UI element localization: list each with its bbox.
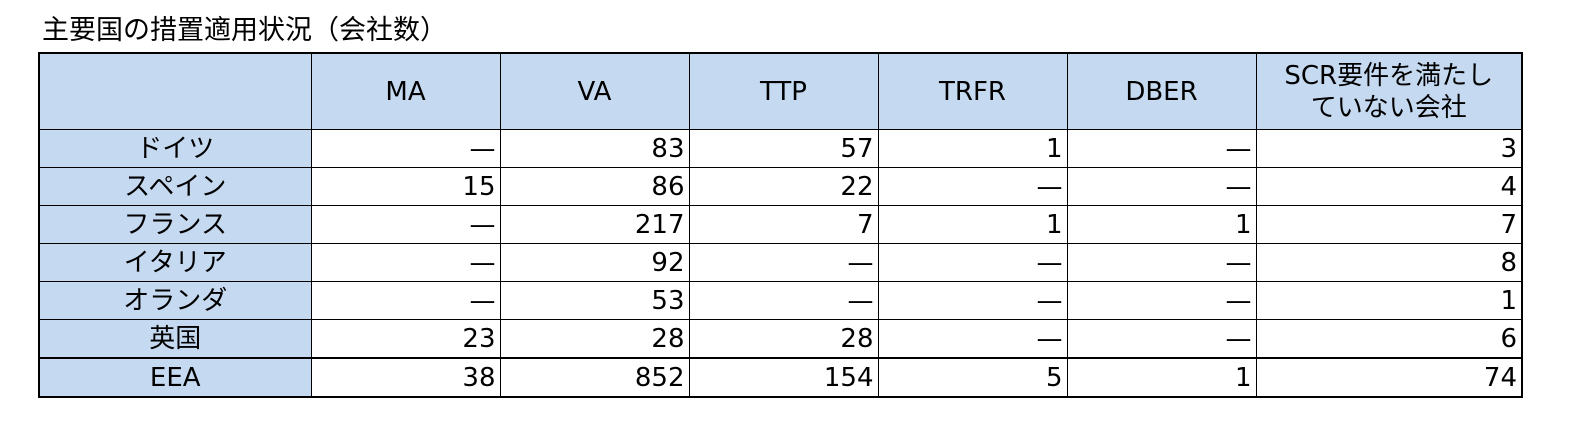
table-cell: —: [310, 205, 501, 244]
column-header: TRFR: [877, 52, 1068, 130]
table-cell: —: [1066, 319, 1257, 359]
table-cell: —: [1066, 281, 1257, 320]
table-cell: 86: [499, 167, 690, 206]
table-row: ドイツ —83 57 1—3: [38, 129, 1523, 168]
table-cell: 154: [688, 357, 879, 398]
row-header: フランス: [38, 205, 312, 244]
table-cell: —: [310, 129, 501, 168]
table-cell: 3: [1255, 129, 1523, 168]
table-cell: 5: [877, 357, 1068, 398]
row-header: EEA: [38, 357, 312, 398]
column-header: SCR要件を満たしていない会社: [1255, 52, 1523, 130]
table-cell: 28: [688, 319, 879, 359]
table-cell: —: [877, 281, 1068, 320]
table-cell: 74: [1255, 357, 1523, 398]
column-header: TTP: [688, 52, 879, 130]
table-cell: 852: [499, 357, 690, 398]
table-cell: 38: [310, 357, 501, 398]
table-cell: 1: [1066, 205, 1257, 244]
table-cell: —: [877, 167, 1068, 206]
table-cell: —: [877, 243, 1068, 282]
table-cell: —: [1066, 243, 1257, 282]
column-header: MA: [310, 52, 501, 130]
table-row: 英国 23 28 28— —6: [38, 319, 1523, 359]
table-row: EEA 38 852 154 5 1 74: [38, 357, 1523, 398]
row-header: イタリア: [38, 243, 312, 282]
header-row: MA VA TTP TRFR DBER SCR要件を満たしていない会社: [38, 52, 1523, 130]
table-cell: 22: [688, 167, 879, 206]
table-cell: 1: [1066, 357, 1257, 398]
table-cell: —: [1066, 167, 1257, 206]
table-cell: —: [877, 319, 1068, 359]
table-cell: 4: [1255, 167, 1523, 206]
column-header: VA: [499, 52, 690, 130]
row-header: オランダ: [38, 281, 312, 320]
table-cell: —: [310, 243, 501, 282]
table-cell: 1: [877, 205, 1068, 244]
table-row: オランダ —53— — —1: [38, 281, 1523, 320]
table-cell: 7: [688, 205, 879, 244]
table-body: ドイツ —83 57 1—3 スペイン 15 86 22— —4 フランス —217 7 1 1 7 イタリア…: [38, 129, 1523, 398]
table-row: フランス —217 7 1 1 7: [38, 205, 1523, 244]
data-table: MA VA TTP TRFR DBER SCR要件を満たしていない会社 ドイツ —83 57 1…: [38, 52, 1523, 398]
row-header: スペイン: [38, 167, 312, 206]
table-cell: 92: [499, 243, 690, 282]
table-cell: 8: [1255, 243, 1523, 282]
table-cell: 15: [310, 167, 501, 206]
table-cell: 1: [1255, 281, 1523, 320]
table-cell: 83: [499, 129, 690, 168]
row-header: 英国: [38, 319, 312, 359]
table-cell: 1: [877, 129, 1068, 168]
table-cell: —: [688, 243, 879, 282]
table-title: 主要国の措置適用状況（会社数）: [42, 15, 447, 46]
table-cell: —: [310, 281, 501, 320]
table-cell: 23: [310, 319, 501, 359]
table-row: イタリア —92— — —8: [38, 243, 1523, 282]
table-cell: —: [688, 281, 879, 320]
row-header: ドイツ: [38, 129, 312, 168]
table-cell: 217: [499, 205, 690, 244]
table-cell: 57: [688, 129, 879, 168]
table-row: スペイン 15 86 22— —4: [38, 167, 1523, 206]
column-header: [38, 52, 312, 130]
table-cell: 53: [499, 281, 690, 320]
table-cell: —: [1066, 129, 1257, 168]
column-header: DBER: [1066, 52, 1257, 130]
table-cell: 6: [1255, 319, 1523, 359]
table-cell: 7: [1255, 205, 1523, 244]
table-cell: 28: [499, 319, 690, 359]
